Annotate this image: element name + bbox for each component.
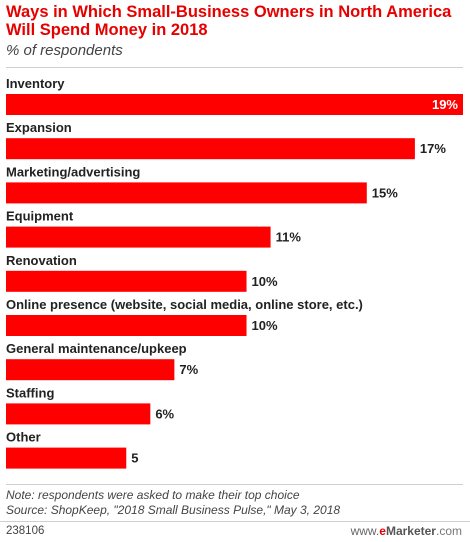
value-label: 10%: [252, 318, 278, 333]
value-label: 17%: [420, 141, 446, 156]
brand-main: Marketer: [385, 524, 436, 538]
bar: [6, 447, 127, 469]
value-label: 5: [131, 451, 138, 466]
brand-e: e: [379, 524, 386, 538]
bar: [6, 359, 175, 381]
value-label: 7%: [179, 362, 198, 377]
bar-chart: Inventory 19% Expansion 17% Marketing/advert…: [6, 76, 463, 469]
emarketer-logo[interactable]: www.eMarketer.com: [351, 524, 462, 538]
bar: [6, 270, 247, 292]
value-label: 6%: [155, 406, 174, 421]
category-label: Marketing/advertising: [6, 164, 140, 179]
category-label: Other: [6, 430, 41, 445]
chart-note: Note: respondents were asked to make the…: [6, 488, 300, 502]
chart-title: Ways in Which Small-Business Owners in N…: [6, 3, 452, 39]
value-label: 10%: [252, 274, 278, 289]
brand-suffix: .com: [435, 524, 462, 538]
bar: [6, 315, 247, 336]
bottom-divider: [6, 484, 463, 485]
brand-prefix: www.: [350, 524, 380, 538]
bar: [6, 94, 463, 115]
value-label: 11%: [276, 230, 302, 245]
footer-divider: [0, 521, 470, 522]
chart-id: 238106: [6, 525, 45, 537]
chart-source: Source: ShopKeep, "2018 Small Business P…: [6, 503, 341, 517]
value-label: 19%: [432, 97, 458, 112]
category-label: Equipment: [6, 209, 74, 224]
category-label: General maintenance/upkeep: [6, 341, 187, 356]
bar: [6, 403, 151, 425]
bar: [6, 182, 367, 204]
category-label: Inventory: [6, 76, 65, 91]
category-label: Expansion: [6, 120, 72, 135]
value-label: 15%: [372, 185, 398, 200]
category-label: Renovation: [6, 253, 77, 268]
chart-subtitle: % of respondents: [6, 42, 123, 59]
bar: [6, 138, 415, 160]
category-label: Staffing: [6, 385, 54, 400]
top-divider: [6, 67, 463, 68]
bar: [6, 226, 271, 248]
category-label: Online presence (website, social media, …: [6, 297, 363, 312]
